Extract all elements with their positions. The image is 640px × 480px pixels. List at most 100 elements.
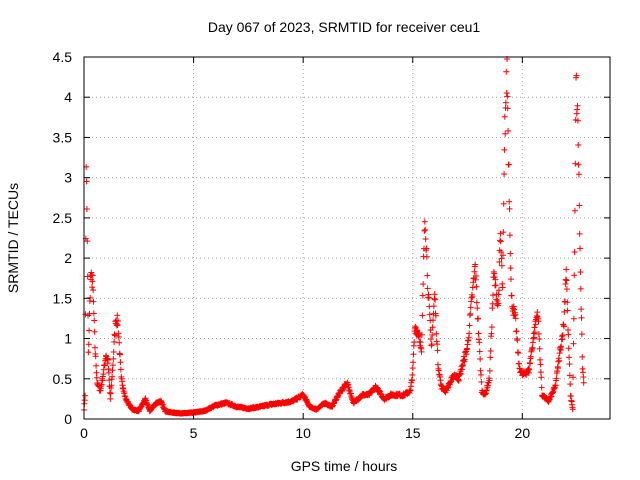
data-point <box>85 341 92 348</box>
data-point <box>424 272 431 279</box>
data-point <box>573 72 580 79</box>
data-point <box>107 390 114 397</box>
data-point <box>575 171 582 178</box>
data-point <box>535 330 542 337</box>
data-point <box>576 202 583 209</box>
data-point <box>117 351 124 358</box>
data-point <box>530 335 537 342</box>
data-point <box>434 347 441 354</box>
data-point <box>495 287 502 294</box>
data-point <box>492 282 499 289</box>
data-point <box>105 356 112 363</box>
y-tick-label: 4.5 <box>53 49 73 65</box>
data-point <box>498 255 505 262</box>
data-point <box>490 292 497 299</box>
data-point <box>569 406 576 413</box>
data-point <box>571 272 578 279</box>
data-point <box>469 284 476 291</box>
data-point <box>431 291 438 298</box>
data-point <box>495 300 502 307</box>
data-point <box>111 338 118 345</box>
y-tick-label: 1.5 <box>53 290 73 306</box>
data-point <box>98 381 105 388</box>
data-point <box>467 310 474 317</box>
axis-ticks <box>83 56 610 420</box>
data-point <box>506 232 513 239</box>
data-point <box>469 293 476 300</box>
data-point <box>501 146 508 153</box>
y-tick-label: 3.5 <box>53 129 73 145</box>
data-point <box>424 285 431 292</box>
data-point <box>93 369 100 376</box>
data-point <box>90 287 97 294</box>
data-point <box>565 345 572 352</box>
x-tick-label: 15 <box>405 425 421 441</box>
data-point <box>87 294 94 301</box>
y-axis-label: SRMTID / TECUs <box>5 183 21 293</box>
data-point <box>106 389 113 396</box>
data-point <box>109 373 116 380</box>
data-point <box>563 266 570 273</box>
data-point <box>110 349 117 356</box>
data-point <box>505 161 512 168</box>
data-point <box>515 349 522 356</box>
data-point <box>554 365 561 372</box>
data-point <box>486 377 493 384</box>
data-point <box>553 375 560 382</box>
data-point <box>105 369 112 376</box>
data-point <box>433 330 440 337</box>
data-point <box>455 377 462 384</box>
data-point <box>430 303 437 310</box>
data-point <box>507 250 514 257</box>
data-point <box>487 347 494 354</box>
data-point <box>108 382 115 389</box>
data-point <box>493 296 500 303</box>
data-point <box>111 332 118 339</box>
data-point <box>577 245 584 252</box>
data-point <box>467 304 474 311</box>
data-point <box>476 348 483 355</box>
y-tick-labels: 0 0.5 1 1.5 2 2.5 3 3.5 4 4.5 <box>53 49 73 427</box>
data-point <box>83 205 90 212</box>
data-point <box>410 351 417 358</box>
data-point <box>577 269 584 276</box>
x-tick-label: 5 <box>190 425 198 441</box>
data-point <box>419 292 426 299</box>
x-tick-label: 20 <box>515 425 531 441</box>
data-point <box>474 305 481 312</box>
grid-lines <box>84 57 610 419</box>
data-point <box>564 307 571 314</box>
data-point <box>501 113 508 120</box>
data-point <box>473 299 480 306</box>
data-point <box>422 236 429 243</box>
data-point <box>92 353 99 360</box>
data-point <box>116 339 123 346</box>
plot-frame <box>83 56 611 420</box>
data-point <box>497 238 504 245</box>
data-point <box>558 343 565 350</box>
data-point <box>471 268 478 275</box>
data-point <box>575 161 582 168</box>
data-point <box>89 278 96 285</box>
data-point <box>535 318 542 325</box>
data-point <box>507 265 514 272</box>
data-point <box>508 292 515 299</box>
y-tick-label: 1 <box>64 331 72 347</box>
data-point <box>425 294 432 301</box>
data-point <box>504 93 511 100</box>
data-point <box>477 371 484 378</box>
data-point <box>91 344 98 351</box>
data-point <box>580 379 587 386</box>
data-point <box>566 354 573 361</box>
data-point <box>412 323 419 330</box>
data-points <box>81 56 587 417</box>
data-point <box>567 381 574 388</box>
data-point <box>578 306 585 313</box>
data-point <box>578 314 585 321</box>
data-point <box>576 230 583 237</box>
data-point <box>475 315 482 322</box>
data-point <box>513 328 520 335</box>
x-axis-label: GPS time / hours <box>291 458 398 474</box>
data-point <box>578 331 585 338</box>
